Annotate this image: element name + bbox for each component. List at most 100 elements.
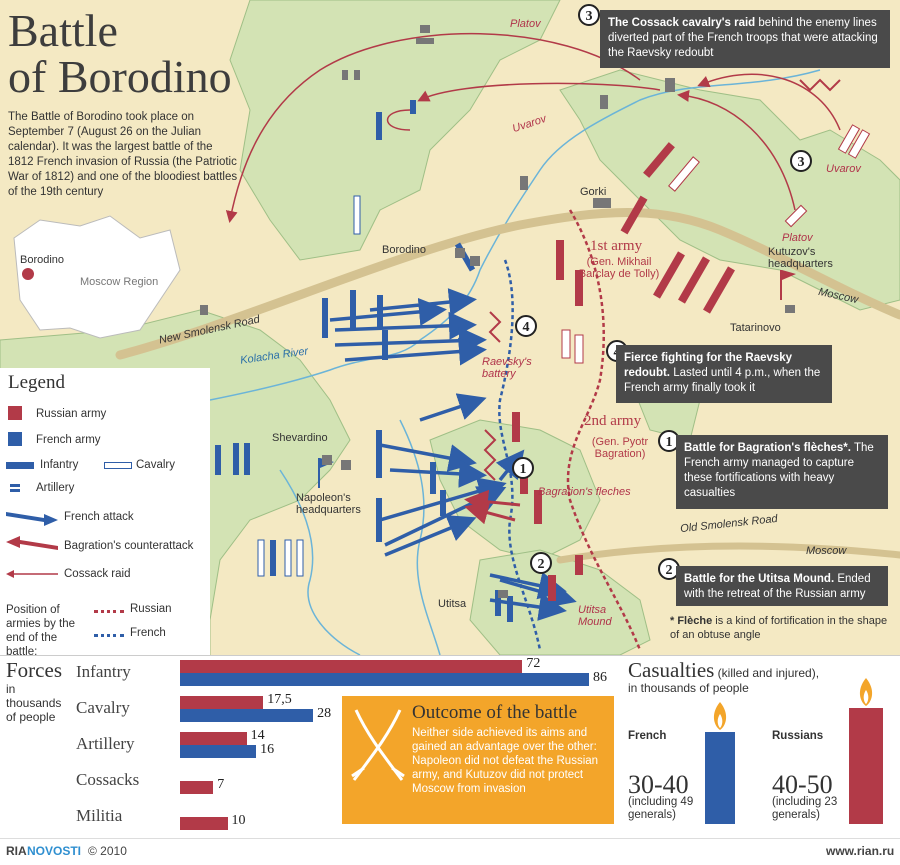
label-napoleon-hq: Napoleon's headquarters [296,492,361,516]
casualties-subheading: in thousands of people [628,681,749,695]
callout-3-bold: The Cossack cavalry's raid [608,17,756,29]
title-line-2: of Borodino [8,51,232,102]
label-moscow-lower: Moscow [806,545,847,557]
forces-value-russian-artillery: 14 [250,728,265,743]
brand-right: NOVOSTI [27,844,82,858]
intro-text: The Battle of Borodino took place on Sep… [8,111,238,198]
casualties-heading-note: (killed and injured), [714,666,820,680]
french-casualties-note: (including 49 generals) [628,796,694,821]
forces-label-cossacks: Cossacks [76,770,140,789]
callout-fleches: Battle for Bagration's flèches*. The Fre… [676,435,888,509]
callout-1-bold: Battle for Bagration's flèches*. [684,442,851,454]
outcome-box: Outcome of the battle Neither side achie… [342,696,614,824]
forces-label-artillery: Artillery [76,734,135,753]
russian-casualties-note: (including 23 generals) [772,796,838,821]
callout-raevsky: Fierce fighting for the Raevsky redoubt.… [616,345,832,403]
borodino-location-marker [22,268,34,280]
fortifications [483,311,502,481]
label-second-army: 2nd army [584,413,642,429]
forces-label-militia: Militia [76,806,123,825]
legend-counterattack-icon [6,536,58,550]
section-divider [0,655,900,656]
callout-4-bold: Fierce fighting for the Raevsky redoubt. [624,352,793,379]
forces-bar-russian-cavalry [180,696,264,709]
french-casualties-label: French [628,730,667,742]
forces-label-cavalry: Cavalry [76,698,130,717]
label-first-army: 1st army [590,238,643,254]
label-platov-top: Platov [510,18,541,30]
outcome-title: Outcome of the battle [412,702,578,723]
legend-artillery-icon [10,484,20,487]
callout-2-bold: Battle for the Utitsa Mound. [684,573,835,585]
russian-position-line [566,209,642,651]
callout-3-text: behind the enemy lines diverted part of … [608,17,878,59]
footnote-text: is a kind of fortification in the shape … [670,615,888,641]
legend-title: Legend [8,372,65,393]
forces-bar-french-cavalry [180,709,314,722]
forces-value-russian-cavalry: 17,5 [267,692,292,707]
forces-bar-russian-cossacks [180,781,214,794]
callout-4-text: Lasted until 4 p.m., when the French arm… [624,367,821,394]
counterattack-arrows [464,489,521,525]
marker-1-map: 1 [512,457,534,479]
inset-map [13,215,181,339]
legend-panel [0,368,210,655]
label-kutuzov-hq: Kutuzov's headquarters [768,246,833,270]
legend-russian-swatch [8,406,22,420]
marker-3-top: 3 [578,4,600,26]
forces-value-french-cavalry: 28 [317,706,332,721]
forces-heading: Forces [6,658,62,682]
marker-2-map: 2 [530,552,552,574]
legend-artillery-label: Artillery [36,482,75,494]
forces-bar-french-artillery [180,745,257,758]
legend-cavalry-label: Cavalry [136,459,175,471]
forces-label-infantry: Infantry [76,662,131,681]
legend-french-attack-icon [6,512,58,526]
russian-casualties-label: Russians [772,730,824,742]
forces-subheading: in thousands of people [6,682,62,724]
forces-value-russian-infantry: 72 [526,656,541,671]
forces-bar-russian-artillery [180,732,247,745]
french-units [215,100,513,622]
marker-3-right: 3 [790,150,812,172]
forces-bar-french-infantry [180,673,589,686]
inset-borodino-label: Borodino [20,254,65,266]
forces-value-russian-militia: 10 [231,813,246,828]
legend-russian-label: Russian army [36,408,107,420]
copyright: © 2010 [88,844,127,858]
label-gorki: Gorki [580,186,607,198]
label-uvarov-right: Uvarov [826,163,861,175]
forces-bar-russian-infantry [180,660,523,673]
inset-region-label: Moscow Region [80,276,159,288]
callout-1-text: The French army managed to capture these… [684,442,874,499]
russian-candle-icon [849,678,883,824]
page-title: Battle of Borodino [8,8,232,100]
legend-counterattack-label: Bagration's counterattack [64,540,194,552]
casualties-title: Casualties [628,658,715,682]
legend-french-attack-label: French attack [64,511,134,523]
label-utitsa: Utitsa [438,598,467,610]
brand-left: RIA [6,844,27,858]
title-line-1: Battle [8,5,118,56]
legend-russian-position-icon [94,610,124,613]
legend-cavalry-icon [104,462,132,469]
label-raevsky-battery: Raevsky's battery [482,356,532,380]
label-shevardino: Shevardino [272,432,328,444]
crossed-sabers-icon [351,709,405,781]
callout-utitsa: Battle for the Utitsa Mound. Ended with … [676,566,888,606]
legend-cossack-raid-icon [6,570,58,578]
label-tatarinovo: Tatarinovo [730,322,781,334]
forces-bar-russian-militia [180,817,228,830]
legend-french-position-icon [94,634,124,637]
roads [115,208,900,564]
village-markers [200,25,795,598]
footer: RIA NOVOSTI © 2010 www.rian.ru [0,838,900,865]
legend-russian-position-label: Russian [130,603,172,615]
footnote: * Flèche is a kind of fortification in t… [670,614,890,642]
label-borodino: Borodino [382,244,427,256]
outcome-text: Neither side achieved its aims and gaine… [412,727,599,795]
legend-position-label: Position of armies by the end of the bat… [6,604,76,658]
cossack-raid-arrows [225,32,841,223]
legend-french-position-label: French [130,627,166,639]
website-link[interactable]: www.rian.ru [826,844,895,858]
